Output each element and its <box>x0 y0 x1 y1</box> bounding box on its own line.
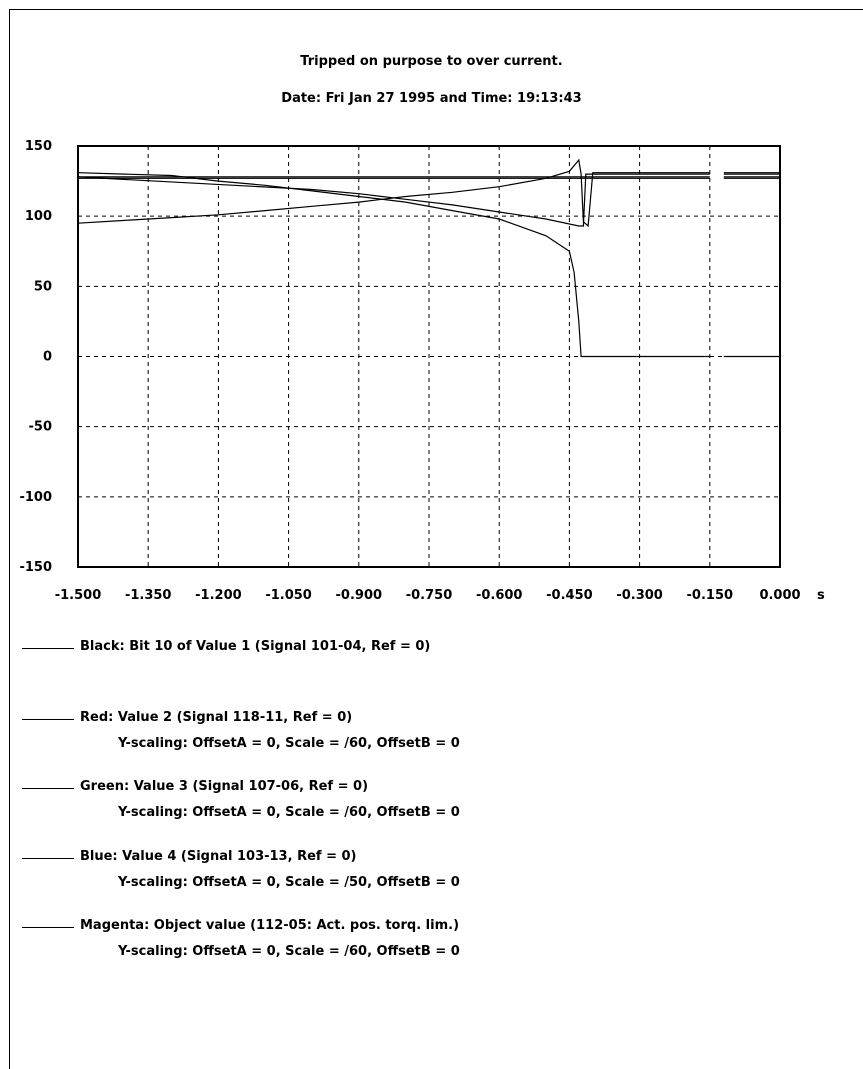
legend-label: Black: Bit 10 of Value 1 (Signal 101-04,… <box>80 639 431 654</box>
y-tick-label: 100 <box>25 209 52 224</box>
legend-scaling: Y-scaling: OffsetA = 0, Scale = /60, Off… <box>118 805 460 820</box>
x-tick-label: -0.450 <box>546 588 593 603</box>
x-tick-label: 0.000 <box>759 588 800 603</box>
legend-label: Green: Value 3 (Signal 107-06, Ref = 0) <box>80 779 369 794</box>
chart: 150 100 50 0 -50 -100 -150-1.500 -1.350 -1.200 -1… <box>19 139 825 603</box>
chart-subtitle: Date: Fri Jan 27 1995 and Time: 19:13:43 <box>281 91 582 106</box>
legend-scaling: Y-scaling: OffsetA = 0, Scale = /60, Off… <box>118 944 460 959</box>
legend-swatch <box>22 648 74 649</box>
legend-swatch <box>22 858 74 859</box>
legend-swatch <box>22 927 74 928</box>
x-tick-label: -1.500 <box>55 588 102 603</box>
y-tick-label: -100 <box>19 490 52 505</box>
series-line-red <box>77 158 780 228</box>
x-tick-label: -0.300 <box>616 588 663 603</box>
x-axis-unit: s <box>817 588 825 603</box>
y-tick-label: 50 <box>34 279 52 294</box>
legend-swatch <box>22 788 74 789</box>
legend-label: Red: Value 2 (Signal 118-11, Ref = 0) <box>80 710 353 725</box>
x-tick-label: -0.900 <box>336 588 383 603</box>
x-tick-label: -1.050 <box>265 588 312 603</box>
x-tick-label: -0.600 <box>476 588 523 603</box>
legend-scaling: Y-scaling: OffsetA = 0, Scale = /50, Off… <box>118 875 460 890</box>
x-tick-label: -0.150 <box>687 588 734 603</box>
x-tick-label: -1.200 <box>195 588 242 603</box>
series-line-green <box>77 172 780 358</box>
legend-label: Magenta: Object value (112-05: Act. pos.… <box>80 918 460 933</box>
legend-scaling: Y-scaling: OffsetA = 0, Scale = /60, Off… <box>118 736 460 751</box>
y-tick-label: 0 <box>43 350 52 365</box>
y-tick-label: -50 <box>29 420 53 435</box>
chart-title: Tripped on purpose to over current. <box>300 54 563 69</box>
page-frame <box>9 9 863 1069</box>
x-tick-label: -1.350 <box>125 588 172 603</box>
legend-swatch <box>22 719 74 720</box>
legend-label: Blue: Value 4 (Signal 103-13, Ref = 0) <box>80 849 357 864</box>
y-tick-label: -150 <box>19 560 52 575</box>
x-tick-label: -0.750 <box>406 588 453 603</box>
y-tick-label: 150 <box>25 139 52 154</box>
series-line-blue <box>77 173 780 227</box>
